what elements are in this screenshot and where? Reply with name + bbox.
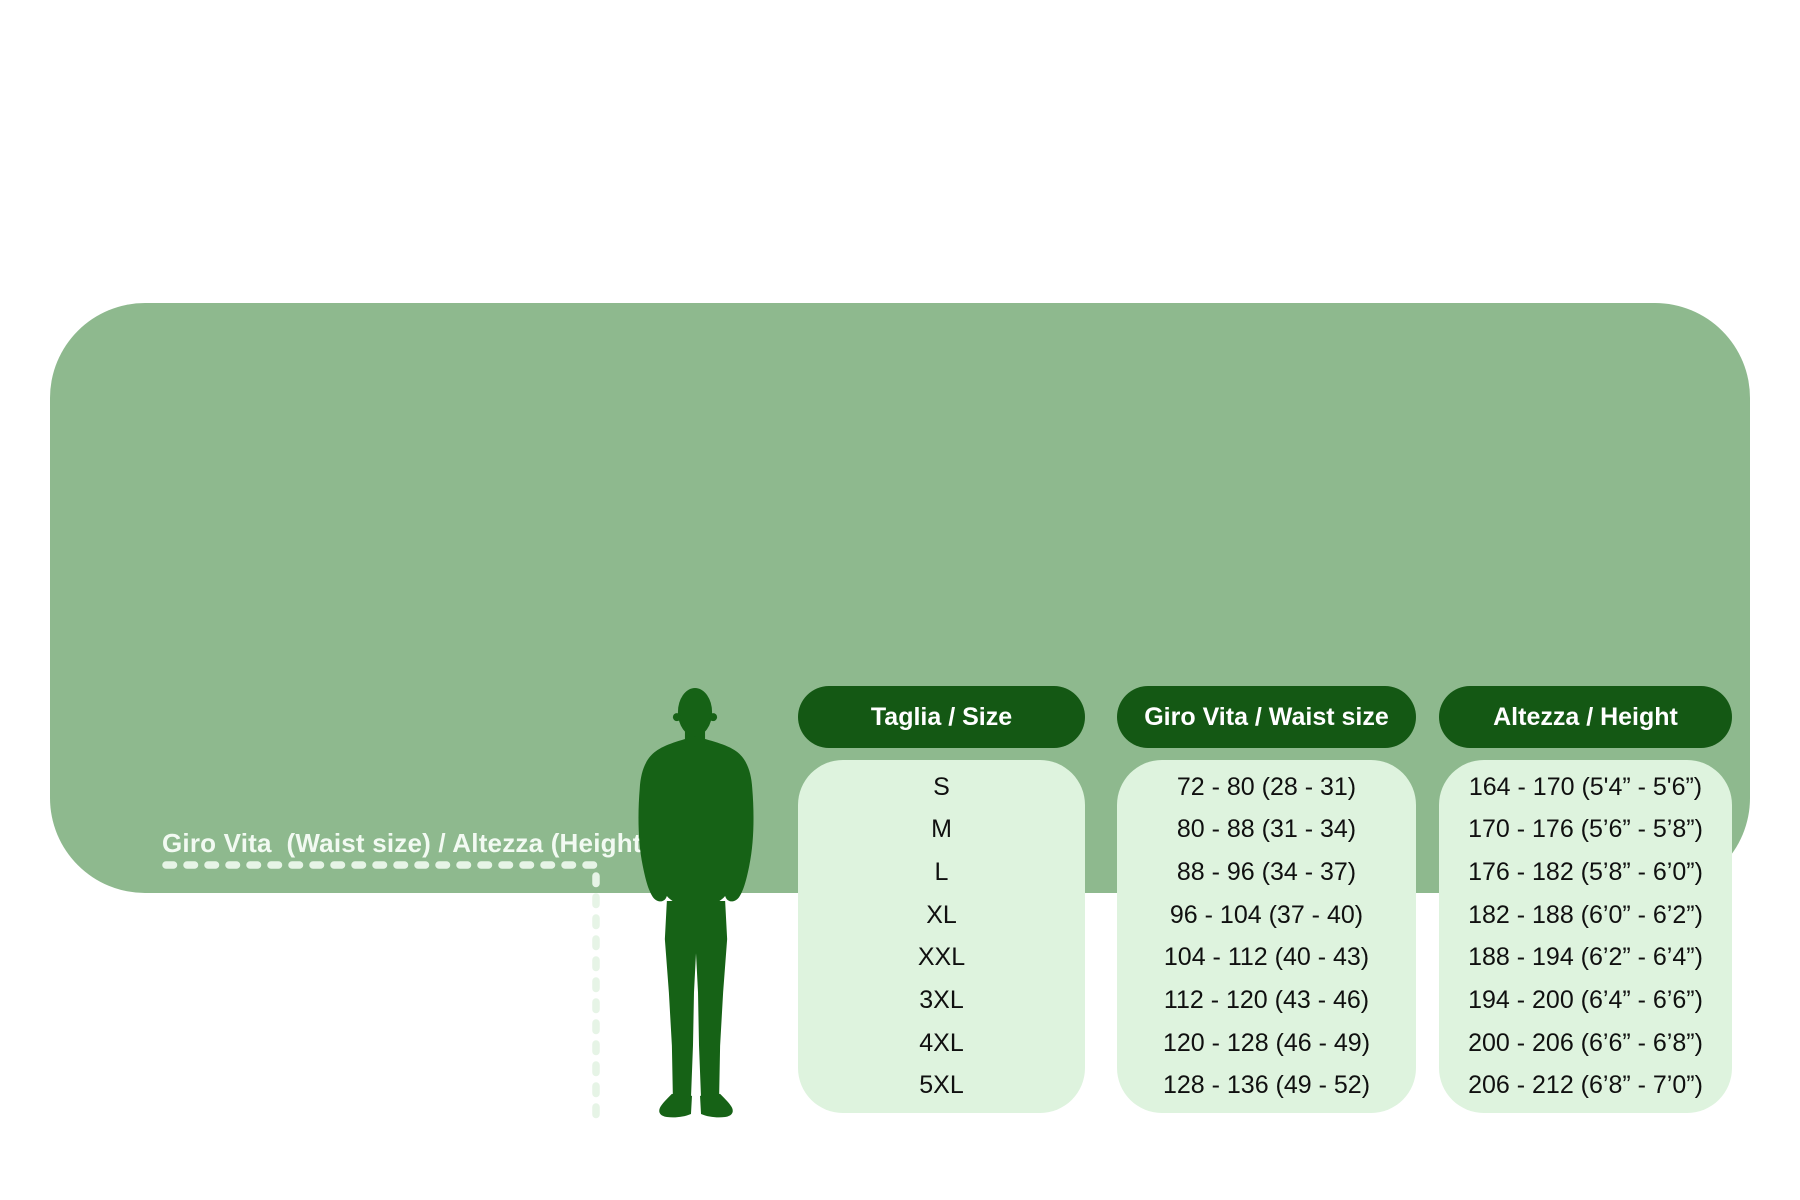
- table-cell: M: [931, 815, 952, 844]
- table-cell: 72 - 80 (28 - 31): [1176, 772, 1357, 801]
- table-cell: 96 - 104 (37 - 40): [1169, 900, 1364, 929]
- column-header-height: Altezza / Height: [1439, 686, 1732, 748]
- table-cell: 200 - 206 (6’6” - 6’8”): [1468, 1028, 1703, 1057]
- table-cell: 88 - 96 (34 - 37): [1176, 858, 1357, 887]
- table-cell: 182 - 188 (6’0” - 6’2”): [1468, 900, 1703, 929]
- panel-background: Giro Vita (Waist size) / Altezza (Height…: [50, 303, 1750, 1124]
- table-cell: XXL: [917, 943, 966, 972]
- waist-column-cells: 72 - 80 (28 - 31) 80 - 88 (31 - 34) 88 -…: [1117, 760, 1416, 1113]
- man-silhouette-icon: [638, 688, 754, 1118]
- table-cell: L: [934, 858, 949, 887]
- table-cell: 206 - 212 (6’8” - 7’0”): [1468, 1071, 1703, 1100]
- table-cell: 120 - 128 (46 - 49): [1162, 1028, 1371, 1057]
- table-cell: 170 - 176 (5’6” - 5’8”): [1468, 815, 1703, 844]
- table-cell: 80 - 88 (31 - 34): [1176, 815, 1357, 844]
- table-cell: 3XL: [919, 985, 964, 1014]
- measure-label: Giro Vita (Waist size) / Altezza (Height…: [162, 828, 651, 858]
- table-cell: 188 - 194 (6’2” - 6’4”): [1468, 943, 1703, 972]
- table-cell: 104 - 112 (40 - 43): [1163, 943, 1370, 972]
- table-cell: 176 - 182 (5’8” - 6’0”): [1468, 858, 1703, 887]
- table-cell: 194 - 200 (6’4” - 6’6”): [1468, 985, 1703, 1014]
- column-header-size: Taglia / Size: [798, 686, 1085, 748]
- column-header-waist: Giro Vita / Waist size: [1117, 686, 1416, 748]
- table-cell: 112 - 120 (43 - 46): [1163, 985, 1370, 1014]
- table-cell: S: [933, 772, 950, 801]
- size-column-cells: S M L XL XXL 3XL 4XL 5XL: [798, 760, 1085, 1113]
- height-column-cells: 164 - 170 (5'4” - 5'6”) 170 - 176 (5’6” …: [1439, 760, 1732, 1113]
- dashed-connector: [162, 861, 600, 1124]
- table-cell: 128 - 136 (49 - 52): [1162, 1071, 1371, 1100]
- table-cell: 4XL: [919, 1028, 964, 1057]
- table-cell: XL: [926, 900, 957, 929]
- table-cell: 5XL: [919, 1071, 964, 1100]
- table-cell: 164 - 170 (5'4” - 5'6”): [1468, 772, 1703, 801]
